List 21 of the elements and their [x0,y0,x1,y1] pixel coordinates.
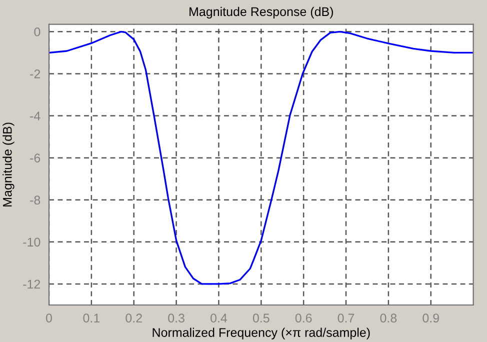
x-tick-label: 0.4 [210,314,228,323]
y-tick-label: -4 [30,112,40,120]
line-series [49,30,474,285]
x-tick-label: 0.5 [252,314,270,323]
y-tick-label: -12 [23,280,40,289]
x-tick-label: 0.7 [338,314,354,323]
x-tick-label: 0.3 [168,314,184,323]
x-tick-label: 0.1 [83,314,100,323]
y-tick-label: -6 [30,154,40,162]
y-axis-title: Magnitude (dB) [2,122,14,206]
chart-title: Magnitude Response (dB) [190,6,333,19]
x-tick-label: 0.8 [380,314,397,323]
y-tick-label: -2 [30,70,40,78]
y-tick-label: 0 [34,27,40,36]
y-tick-label: -8 [30,196,40,205]
x-tick-label: 0.6 [295,314,312,323]
x-axis-title: Normalized Frequency (×π rad/sample) [152,328,370,340]
y-tick-label: -10 [23,238,40,247]
x-tick-label: 0.9 [422,314,439,323]
x-tick-label: 0.2 [126,314,142,323]
x-tick-label: 0 [46,314,52,323]
